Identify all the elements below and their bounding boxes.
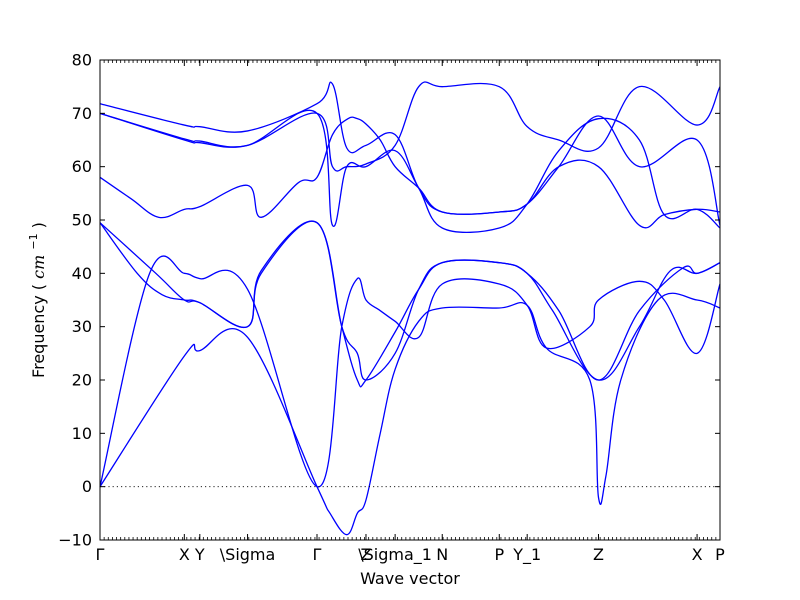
y-axis-label: Frequency ( cm −1 )	[22, 222, 48, 378]
x-tick-label: P	[715, 545, 725, 564]
x-axis-ticks: Γ X Y \Sigma Γ Z\Sigma_1 N P Y_1 Z X P	[96, 60, 725, 565]
band-line-8	[99, 81, 721, 172]
band-line-6	[99, 109, 721, 233]
y-tick-label: 40	[72, 264, 92, 283]
series-group	[99, 81, 721, 536]
y-tick-label: 60	[72, 157, 92, 176]
x-tick-label: Z	[593, 545, 604, 564]
x-tick-label: Y	[194, 545, 205, 564]
x-tick-label: Y_1	[512, 545, 541, 565]
y-tick-label: 50	[72, 211, 92, 230]
y-tick-label: 80	[72, 51, 92, 70]
y-tick-label: 20	[72, 371, 92, 390]
plot-frame	[99, 59, 721, 541]
x-tick-label: Γ	[96, 545, 105, 564]
y-axis-label-text: Frequency	[29, 295, 48, 378]
band-line-1	[99, 292, 721, 536]
band-line-7	[99, 81, 721, 226]
y-tick-label: 70	[72, 104, 92, 123]
y-axis-label-unit: cm	[29, 255, 48, 279]
x-tick-label: \Sigma	[220, 545, 276, 564]
y-tick-label: 30	[72, 317, 92, 336]
y-axis-ticks: −10 0 10 20 30 40 50 60 70 80	[58, 51, 720, 550]
y-tick-label: −10	[58, 531, 92, 550]
x-tick-label: N	[436, 545, 448, 564]
y-axis-label-close: )	[29, 222, 48, 228]
x-tick-label: P	[494, 545, 504, 564]
y-tick-label: 0	[82, 477, 92, 496]
x-tick-label: X	[692, 545, 703, 564]
band-line-2	[99, 255, 721, 488]
x-tick-label: Z	[360, 545, 371, 564]
x-tick-label: X	[179, 545, 190, 564]
y-axis-label-unit-exp: −1	[27, 233, 40, 249]
x-axis-label: Wave vector	[360, 569, 460, 588]
band-line-4	[99, 220, 721, 388]
y-tick-label: 10	[72, 424, 92, 443]
x-tick-label: Γ	[313, 545, 322, 564]
y-axis-label-open: (	[29, 284, 48, 290]
band-line-5	[99, 116, 721, 229]
x-tick-label: \Sigma_1	[358, 545, 432, 565]
